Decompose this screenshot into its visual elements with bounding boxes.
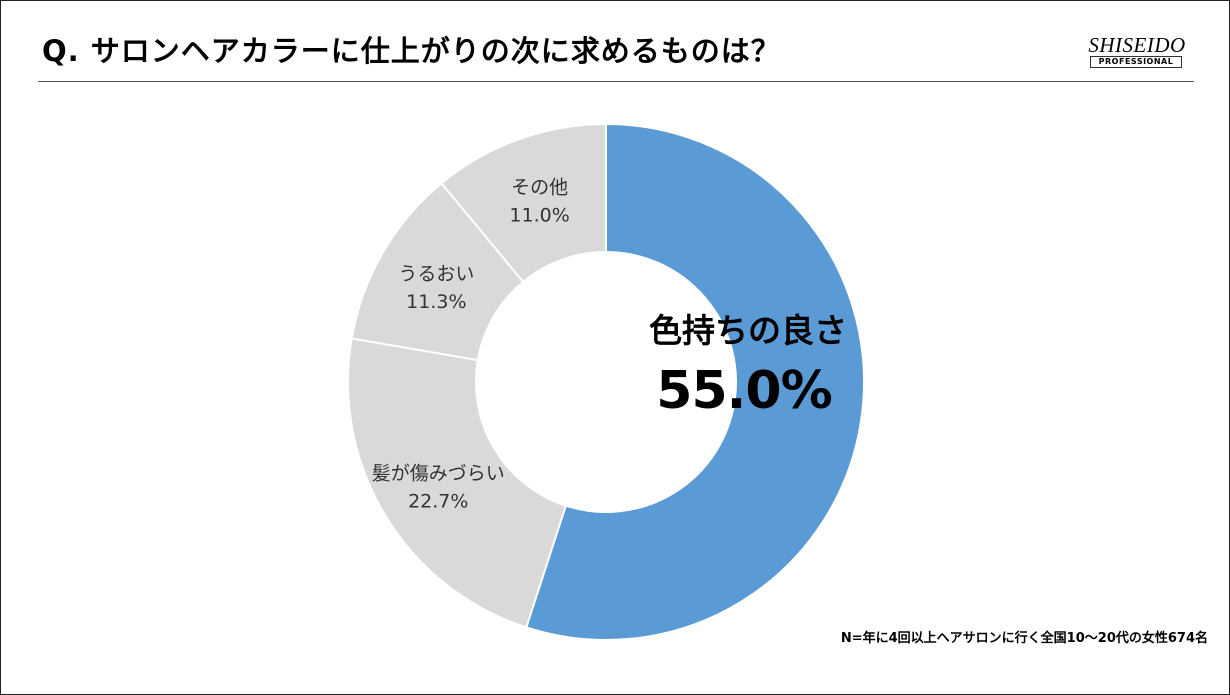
slice-value-label-2: 22.7% (408, 490, 468, 512)
slice-category-label-2: 髪が傷みづらい (372, 462, 505, 484)
page-title: Q. サロンヘアカラーに仕上がりの次に求めるものは？ (42, 34, 781, 68)
main-slice-category-label: 色持ちの良さ (649, 311, 847, 350)
sample-footnote: N=年に4回以上ヘアサロンに行く全国10〜20代の女性674名 (840, 631, 1208, 646)
slice-category-label-4: その他 (511, 177, 568, 199)
logo-subtitle: PROFESSIONAL (1090, 56, 1182, 68)
donut-slice-1 (525, 122, 865, 641)
donut-slice-4 (440, 122, 607, 284)
shiseido-logo: SHISEIDO PROFESSIONAL (1082, 34, 1192, 74)
donut-slice-2 (347, 337, 568, 629)
slice-value-label-4: 11.0% (509, 205, 569, 227)
main-slice-value-label: 55.0% (656, 361, 831, 421)
title-divider (38, 81, 1194, 82)
slice-category-label-3: うるおい (398, 263, 474, 285)
logo-name: SHISEIDO (1088, 33, 1186, 57)
slice-value-label-3: 11.3% (406, 291, 466, 313)
